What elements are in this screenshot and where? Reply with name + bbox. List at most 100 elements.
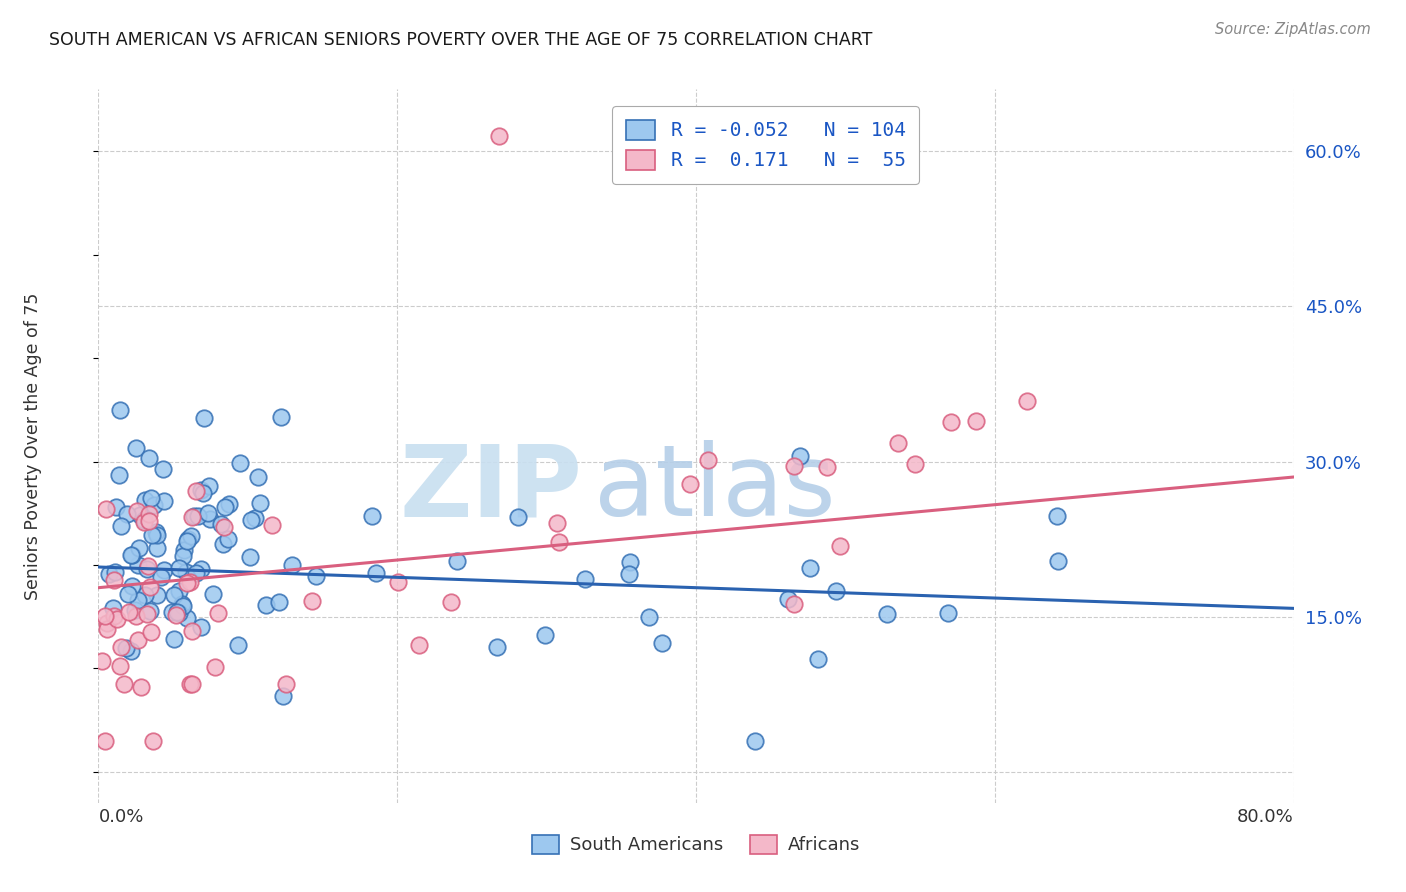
Point [965,414,987,428]
Point [212,520,235,534]
Point [198,478,221,492]
Point [617,566,640,581]
Point [110,518,132,533]
Point [120,644,142,658]
Point [179,574,201,589]
Point [679,476,702,491]
Point [138,559,160,574]
Point [744,733,766,747]
Point [696,452,718,467]
Point [112,677,135,691]
Point [108,402,131,417]
Point [138,507,160,521]
Point [177,532,200,546]
Point [1047,553,1070,567]
Point [1015,394,1038,409]
Point [619,555,641,569]
Point [778,591,800,606]
Point [125,504,148,518]
Text: Seniors Poverty Over the Age of 75: Seniors Poverty Over the Age of 75 [24,293,42,599]
Point [160,605,183,619]
Point [127,632,149,647]
Point [152,493,174,508]
Point [94,502,117,516]
Point [94,609,117,624]
Point [146,589,169,603]
Point [176,611,198,625]
Point [146,528,169,542]
Point [135,562,157,576]
Point [132,516,155,530]
Point [789,449,811,463]
Point [120,548,142,562]
Point [190,562,212,576]
Point [165,607,187,622]
Point [134,588,156,602]
Point [825,584,848,599]
Point [108,468,131,483]
Point [209,516,232,531]
Point [103,566,125,580]
Point [153,563,176,577]
Point [187,509,209,524]
Point [103,609,125,624]
Point [446,554,468,568]
Point [249,495,271,509]
Point [190,483,212,497]
Point [782,597,804,611]
Point [807,652,830,666]
Point [301,594,323,608]
Point [651,636,673,650]
Point [240,513,263,527]
Text: 80.0%: 80.0% [1237,808,1294,826]
Point [117,587,139,601]
Point [887,436,910,450]
Point [260,517,283,532]
Point [139,491,162,505]
Point [121,549,143,563]
Point [107,612,129,626]
Point [534,628,557,642]
Point [173,542,195,557]
Point [574,572,596,586]
Point [217,532,239,546]
Point [150,570,173,584]
Point [197,506,219,520]
Point [105,500,128,515]
Point [121,579,143,593]
Point [246,470,269,484]
Point [488,128,510,143]
Point [167,606,190,620]
Point [127,558,149,572]
Point [170,597,193,611]
Point [274,677,297,691]
Point [96,615,118,630]
Point [243,511,266,525]
Point [270,410,292,425]
Point [228,638,250,652]
Point [207,606,229,620]
Point [183,509,205,524]
Point [486,640,509,655]
Point [129,508,152,522]
Point [181,677,204,691]
Point [201,587,224,601]
Point [176,534,198,549]
Point [172,549,194,564]
Point [132,513,155,527]
Point [142,733,165,747]
Point [180,529,202,543]
Point [138,580,160,594]
Point [163,588,186,602]
Point [110,640,132,655]
Text: ZIP: ZIP [399,441,582,537]
Point [191,486,214,500]
Point [152,461,174,475]
Point [186,566,208,580]
Point [172,599,194,613]
Point [115,641,138,656]
Point [180,624,202,639]
Point [129,680,152,694]
Point [783,458,806,473]
Point [135,607,157,621]
